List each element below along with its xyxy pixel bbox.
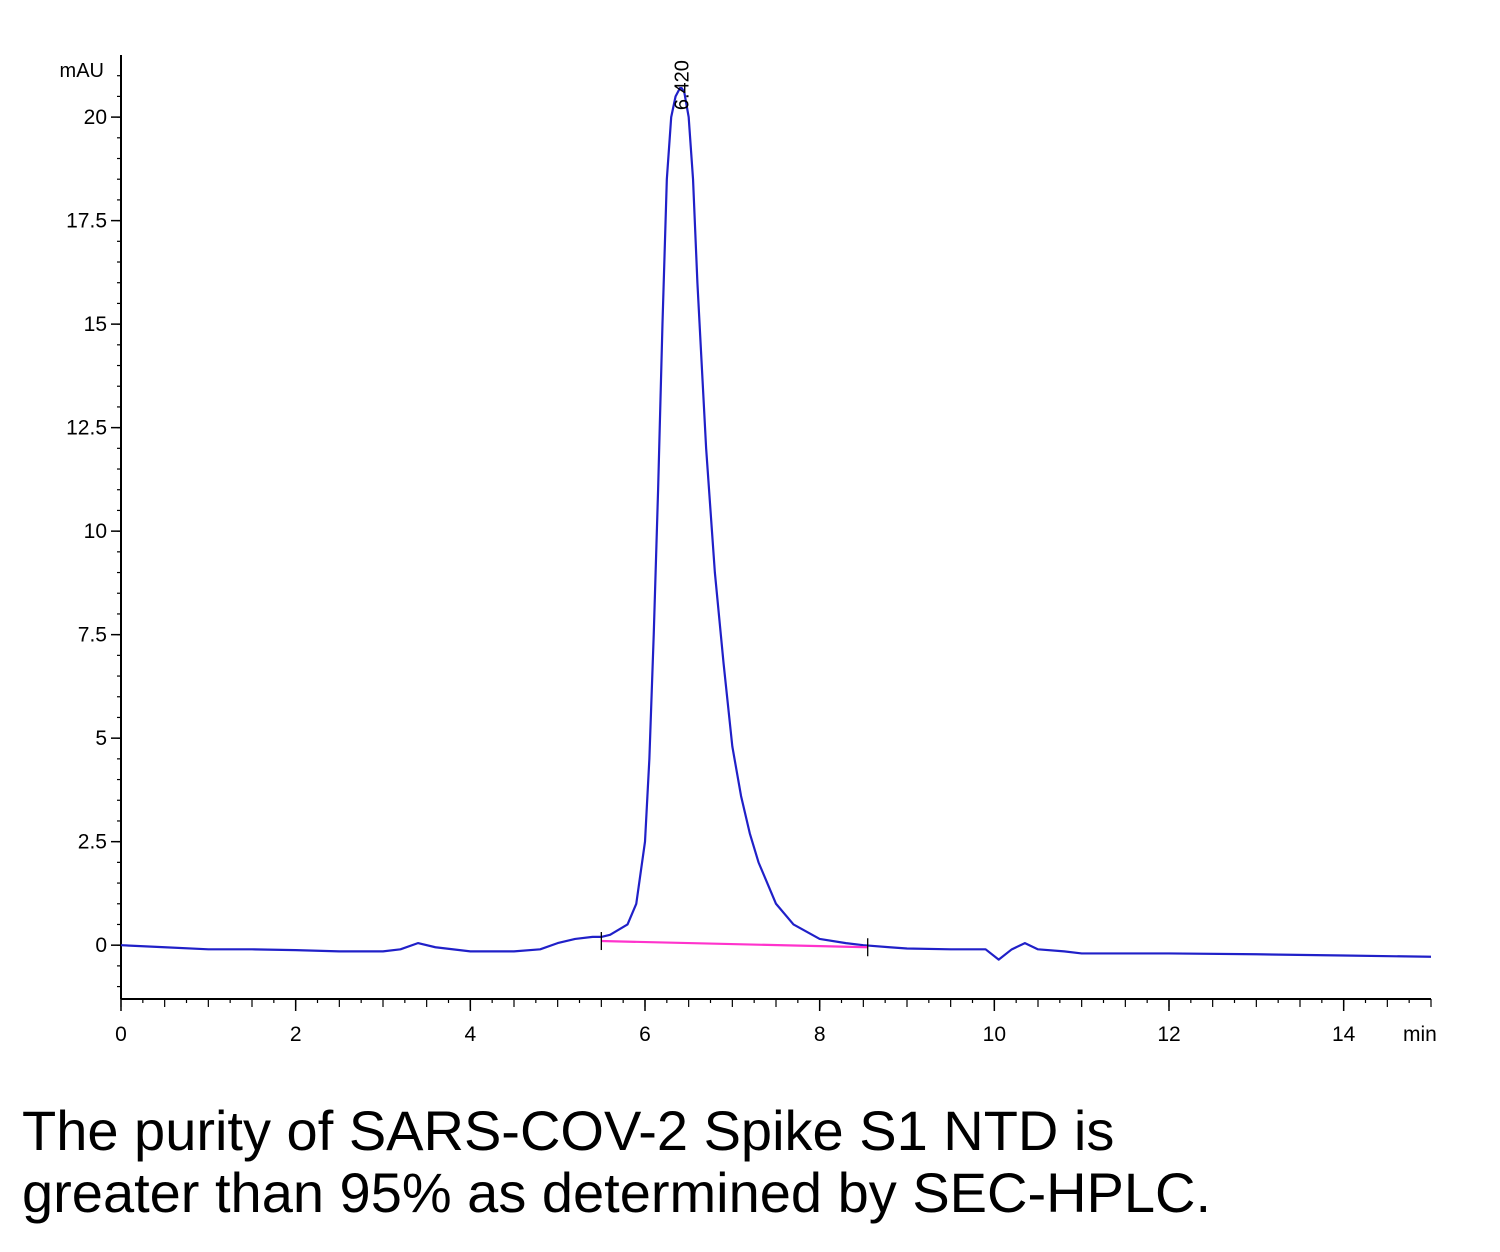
caption-line-1: The purity of SARS-COV-2 Spike S1 NTD is — [22, 1099, 1115, 1162]
y-tick-label: 7.5 — [78, 624, 107, 647]
x-tick-label: 4 — [464, 1023, 476, 1046]
annotations: 6.420 — [672, 60, 694, 110]
x-tick-label: 12 — [1157, 1023, 1180, 1046]
signal-trace-line — [120, 87, 1432, 961]
y-tick-label: 10 — [84, 520, 107, 543]
y-tick-label: 0 — [95, 934, 107, 957]
y-tick-label: 15 — [84, 313, 107, 336]
series — [120, 87, 1432, 961]
x-tick-label: 10 — [983, 1023, 1006, 1046]
y-axis-label: mAU — [60, 60, 104, 82]
y-tick-label: 2.5 — [78, 831, 107, 854]
y-tick-label: 17.5 — [66, 210, 107, 233]
y-tick-label: 5 — [95, 727, 107, 750]
caption-line-2: greater than 95% as determined by SEC-HP… — [22, 1161, 1212, 1224]
x-axis-label: min — [1403, 1023, 1437, 1046]
x-tick-label: 6 — [639, 1023, 651, 1046]
integration-baseline-line — [601, 939, 868, 949]
x-tick-label: 0 — [115, 1023, 127, 1046]
figure-caption: The purity of SARS-COV-2 Spike S1 NTD is… — [22, 1100, 1482, 1224]
y-tick-label: 20 — [84, 106, 107, 129]
x-tick-label: 14 — [1332, 1023, 1356, 1046]
axes — [120, 55, 1431, 1000]
x-tick-label: 2 — [290, 1023, 302, 1046]
y-tick-label: 12.5 — [66, 417, 107, 440]
peak-retention-label: 6.420 — [672, 60, 694, 110]
x-tick-label: 8 — [814, 1023, 826, 1046]
axis-ticks: 0 2.5 5 7.5 10 12.5 15 17.5 20 0 2 4 6 8 10 12 14 — [66, 75, 1432, 1046]
